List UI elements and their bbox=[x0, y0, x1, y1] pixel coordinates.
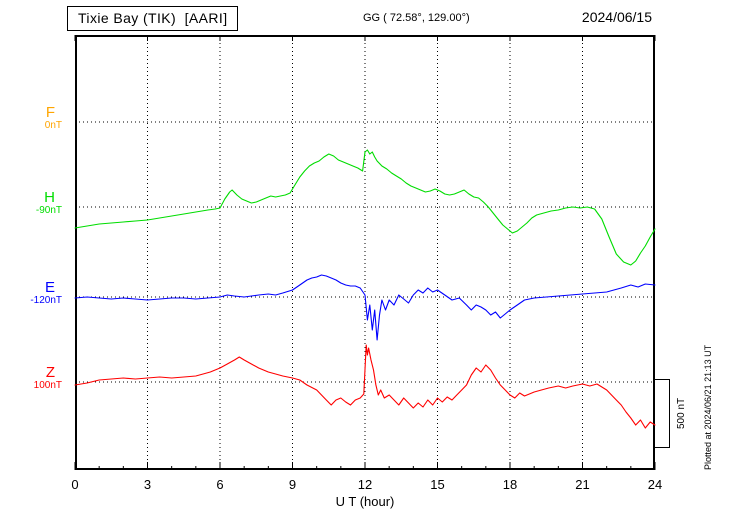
component-letter-H: H bbox=[44, 189, 55, 206]
plot-border bbox=[75, 35, 655, 470]
component-letter-F: F bbox=[45, 104, 55, 121]
component-label-E: E -120nT bbox=[0, 280, 62, 306]
x-tick-label-15: 15 bbox=[430, 477, 445, 492]
component-letter-E: E bbox=[44, 279, 55, 296]
component-letter-Z: Z bbox=[45, 364, 55, 381]
trace-H bbox=[74, 149, 656, 266]
station-title-box: Tixie Bay (TIK) [AARI] bbox=[67, 6, 239, 31]
component-baseline-value-E: -120nT bbox=[30, 295, 62, 306]
scale-bar-label: 500 nT bbox=[676, 397, 687, 430]
station-title: Tixie Bay (TIK) [AARI] bbox=[78, 10, 228, 26]
component-baseline-value-H: -90nT bbox=[35, 205, 62, 216]
x-tick-label-3: 3 bbox=[143, 477, 152, 492]
scale-bar-bottom-cap bbox=[655, 447, 670, 448]
component-label-F: F 0nT bbox=[0, 105, 62, 131]
x-axis-label: U T (hour) bbox=[335, 494, 395, 509]
component-label-H: H -90nT bbox=[0, 190, 62, 216]
x-tick-label-24: 24 bbox=[647, 477, 663, 492]
x-tick-label-9: 9 bbox=[288, 477, 297, 492]
x-tick-label-21: 21 bbox=[575, 477, 590, 492]
scale-bar-top-cap bbox=[655, 379, 670, 380]
geographic-coordinates: GG ( 72.58°, 129.00°) bbox=[363, 12, 470, 24]
component-baseline-value-F: 0nT bbox=[44, 120, 62, 131]
component-baseline-value-Z: 100nT bbox=[33, 380, 62, 391]
trace-Z bbox=[74, 344, 656, 429]
plot-date: 2024/06/15 bbox=[581, 9, 652, 25]
plot-area bbox=[74, 35, 656, 470]
x-tick-label-6: 6 bbox=[216, 477, 224, 492]
x-tick-label-12: 12 bbox=[357, 477, 373, 492]
x-tick-label-18: 18 bbox=[502, 477, 518, 492]
plot-canvas bbox=[74, 35, 656, 470]
trace-E bbox=[74, 274, 656, 341]
x-tick-label-0: 0 bbox=[71, 477, 79, 492]
scale-bar-line bbox=[669, 379, 670, 448]
component-label-Z: Z 100nT bbox=[0, 365, 62, 391]
plotted-at-note: Plotted at 2024/06/21 21:13 UT bbox=[703, 344, 713, 470]
